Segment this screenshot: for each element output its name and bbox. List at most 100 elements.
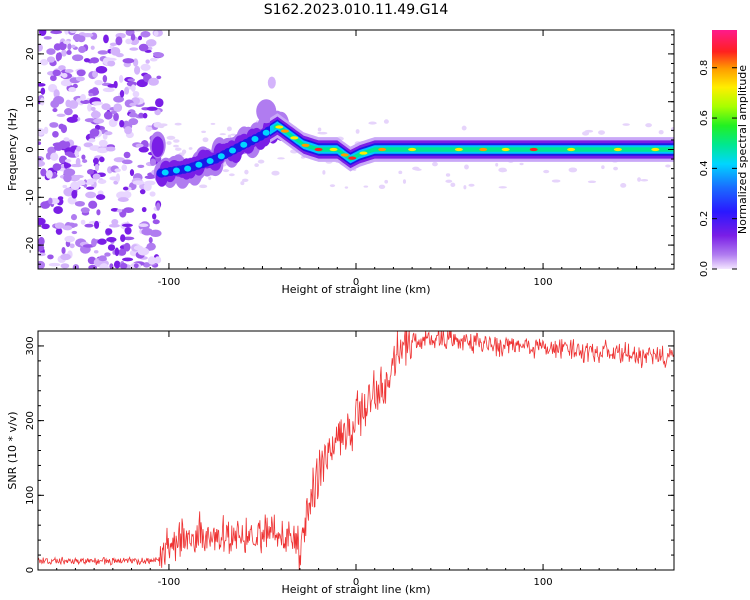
noise-blob [166, 141, 172, 145]
noise-blob [230, 133, 237, 136]
noise-blob [104, 252, 111, 257]
noise-blob [93, 250, 99, 254]
noise-blob [432, 161, 438, 167]
noise-blob [70, 163, 83, 168]
noise-blob [107, 83, 117, 88]
noise-blob [640, 178, 649, 182]
noise-blob [587, 180, 597, 184]
ridge-green [273, 123, 674, 162]
signal-blob [251, 135, 259, 142]
noise-blob [551, 179, 561, 183]
noise-blob [52, 69, 61, 77]
noise-blob [84, 223, 94, 228]
noise-blob [58, 41, 67, 51]
noise-blob [53, 96, 65, 105]
noise-blob [98, 256, 108, 262]
noise-blob [64, 235, 75, 243]
noise-blob [106, 146, 116, 152]
noise-blob [121, 159, 133, 165]
noise-blob [53, 206, 63, 214]
noise-blob [91, 238, 97, 247]
noise-blob [144, 180, 156, 186]
noise-blob [60, 124, 68, 134]
noise-blob [613, 166, 618, 171]
noise-blob [121, 223, 133, 228]
noise-blob [138, 112, 144, 118]
snr-plot-frame [37, 330, 675, 571]
noise-blob [85, 191, 97, 199]
noise-blob [45, 169, 53, 179]
noise-blob [38, 243, 45, 252]
noise-blob [132, 90, 140, 98]
noise-blob [155, 98, 164, 108]
noise-blob [47, 254, 54, 260]
noise-blob [149, 158, 157, 166]
signal-blob [217, 153, 225, 160]
ridge-hotspot [314, 147, 323, 152]
ridge-hotspot [329, 147, 338, 152]
noise-blob [146, 242, 156, 251]
noise-blob [140, 63, 151, 71]
noise-blob [130, 33, 136, 41]
noise-blob [96, 209, 101, 216]
noise-blob [124, 86, 130, 95]
noise-blob [154, 109, 161, 116]
noise-blob [147, 46, 153, 51]
noise-blob [117, 197, 129, 202]
noise-blob [94, 163, 100, 172]
noise-blob [60, 79, 73, 87]
noise-blob [135, 143, 144, 148]
noise-blob [445, 179, 453, 183]
noise-blob [61, 49, 67, 57]
noise-blob [71, 190, 78, 199]
noise-blob [153, 52, 165, 58]
signal-blob [161, 169, 169, 176]
noise-blob [130, 84, 136, 92]
noise-blob [123, 242, 131, 252]
ridge-hotspot [454, 147, 463, 152]
noise-blob [64, 69, 74, 73]
noise-blob [101, 103, 111, 111]
noise-blob [80, 207, 90, 214]
noise-blob [80, 219, 86, 225]
noise-blob [317, 131, 324, 135]
noise-blob [622, 123, 630, 126]
noise-blob [105, 228, 113, 235]
noise-blob [50, 74, 57, 82]
noise-blob [149, 57, 158, 62]
signal-blob [206, 157, 214, 164]
snr-y-tick-label: 300 [25, 336, 36, 355]
noise-blob [128, 118, 139, 126]
noise-blob [87, 103, 92, 112]
noise-blob [38, 217, 46, 226]
noise-blob [88, 138, 96, 143]
noise-blob [96, 147, 109, 154]
noise-blob [140, 31, 151, 38]
noise-blob [133, 263, 139, 269]
noise-blob [64, 108, 73, 116]
noise-blob [159, 123, 168, 127]
snr-x-tick-label: 0 [353, 577, 359, 588]
heatmap-layer [38, 30, 674, 269]
noise-blob [43, 126, 49, 135]
noise-blob [383, 119, 389, 124]
noise-blob [70, 214, 78, 221]
noise-blob [46, 48, 56, 55]
noise-blob [174, 122, 182, 126]
noise-blob [107, 60, 116, 67]
noise-blob [378, 184, 386, 189]
noise-blob [123, 151, 131, 159]
noise-blob [498, 167, 507, 173]
noise-blob [145, 59, 150, 64]
snr-panel: -100 0 100 0 100 200 300 Height of straight li… [6, 330, 675, 596]
noise-blob [125, 38, 133, 45]
snr-x-tick-label: -100 [158, 577, 181, 588]
noise-blob [64, 30, 69, 35]
noise-blob [398, 170, 403, 175]
noise-blob [637, 177, 642, 182]
ridge-hotspot [359, 151, 368, 155]
noise-blob [620, 183, 627, 188]
noise-blob [226, 126, 232, 132]
noise-blob [83, 58, 91, 63]
